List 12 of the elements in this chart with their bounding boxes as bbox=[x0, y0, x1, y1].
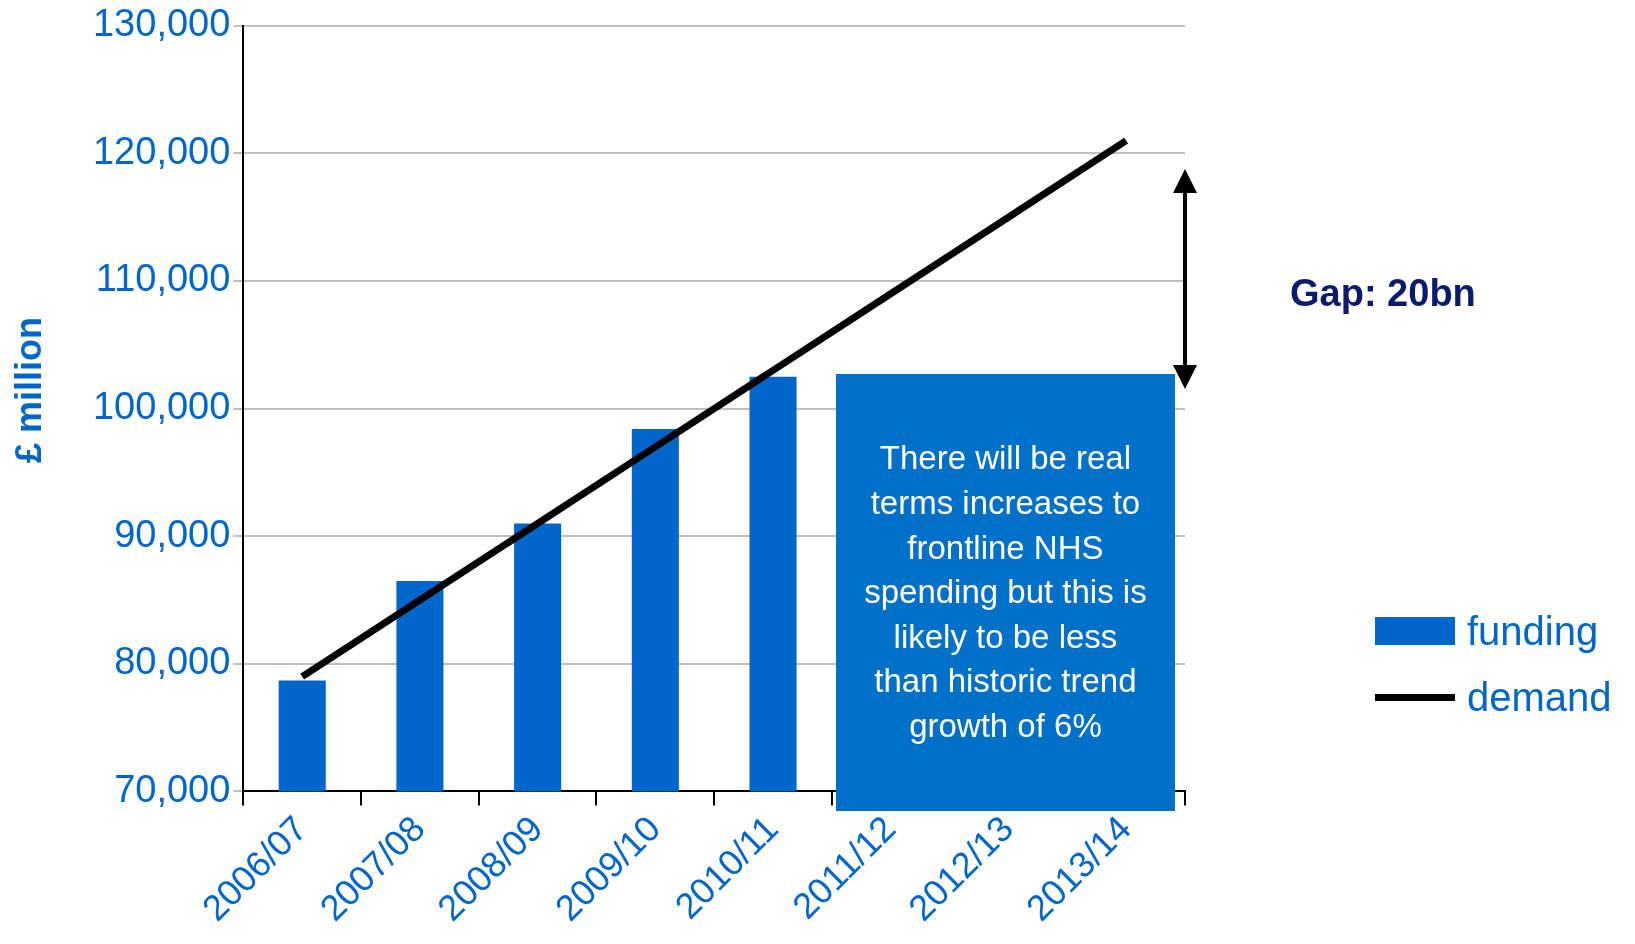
y-tick-label: 120,000 bbox=[92, 129, 231, 172]
y-tick-label: 80,000 bbox=[114, 640, 231, 683]
y-tick-label: 100,000 bbox=[92, 385, 231, 428]
y-tick-label: 130,000 bbox=[92, 2, 231, 45]
callout-box: There will be real terms increases to frontline NHS spending but this is likely to be less than historic trend growth of 6% bbox=[835, 374, 1175, 811]
text: Gap: 20bn bbox=[1290, 272, 1476, 315]
y-tick-label: 110,000 bbox=[95, 257, 231, 300]
y-axis-title: £ million bbox=[8, 316, 50, 464]
y-tick-label: 70,000 bbox=[114, 767, 231, 810]
legend-label: demand bbox=[1467, 674, 1612, 720]
y-tick-label: 90,000 bbox=[114, 512, 231, 555]
legend-label: funding bbox=[1467, 608, 1599, 654]
